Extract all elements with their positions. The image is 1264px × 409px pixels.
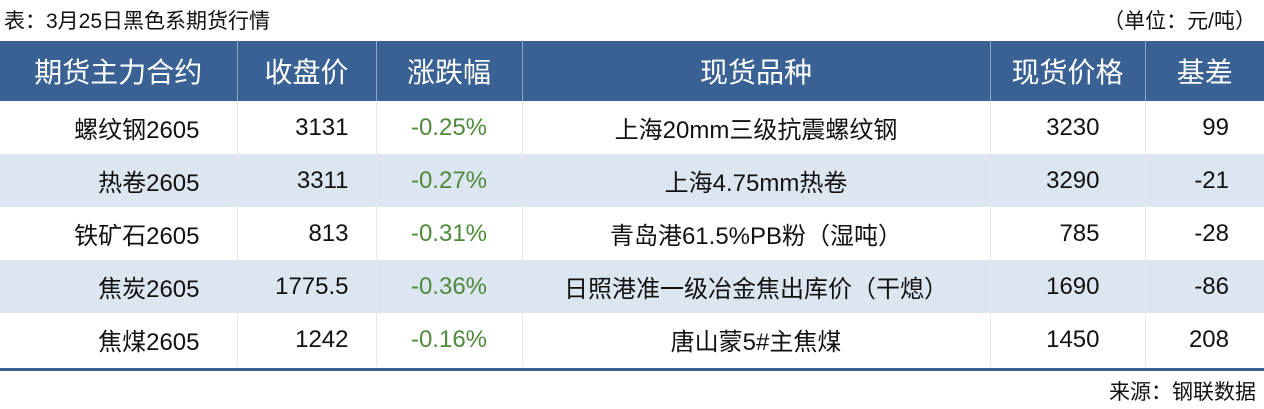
cell-spot-variety: 青岛港61.5%PB粉（湿吨） xyxy=(521,207,990,260)
cell-spot-variety: 上海4.75mm热卷 xyxy=(521,154,990,207)
cell-basis: -21 xyxy=(1144,154,1264,207)
table-title: 表：3月25日黑色系期货行情 xyxy=(4,10,271,33)
cell-basis: 99 xyxy=(1144,101,1264,154)
header-contract: 期货主力合约 xyxy=(0,41,237,101)
cell-spot-price: 3230 xyxy=(989,101,1145,154)
table-row: 焦煤2605 1242 -0.16% 唐山蒙5#主焦煤 1450 208 xyxy=(0,313,1264,366)
cell-contract: 热卷2605 xyxy=(0,154,237,207)
cell-change-pct: -0.31% xyxy=(375,207,522,260)
cell-close-price: 3311 xyxy=(236,154,376,207)
cell-change-pct: -0.25% xyxy=(375,101,522,154)
cell-basis: -28 xyxy=(1144,207,1264,260)
cell-close-price: 813 xyxy=(236,207,376,260)
header-spot-variety: 现货品种 xyxy=(521,41,990,101)
header-row: 期货主力合约 收盘价 涨跌幅 现货品种 现货价格 基差 xyxy=(0,41,1264,101)
cell-basis: 208 xyxy=(1144,313,1264,366)
unit-label: （单位：元/吨） xyxy=(1103,10,1256,33)
cell-spot-variety: 上海20mm三级抗震螺纹钢 xyxy=(521,101,990,154)
table-row: 焦炭2605 1775.5 -0.36% 日照港准一级冶金焦出库价（干熄） 1690 -8… xyxy=(0,260,1264,313)
cell-contract: 焦煤2605 xyxy=(98,329,200,356)
cell-contract: 铁矿石2605 xyxy=(74,223,200,250)
cell-spot-variety: 唐山蒙5#主焦煤 xyxy=(521,313,990,366)
cell-contract: 螺纹钢2605 xyxy=(74,117,200,144)
cell-close-price: 1775.5 xyxy=(236,260,376,313)
table-row: 螺纹钢2605 3131 -0.25% 上海20mm三级抗震螺纹钢 3230 99 xyxy=(0,101,1264,154)
header-change: 涨跌幅 xyxy=(375,41,522,101)
table-row: 铁矿石2605 813 -0.31% 青岛港61.5%PB粉（湿吨） 785 -28 xyxy=(0,207,1264,260)
bottom-rule xyxy=(0,368,1264,371)
cell-spot-variety: 日照港准一级冶金焦出库价（干熄） xyxy=(521,260,990,313)
cell-spot-price: 3290 xyxy=(989,154,1145,207)
cell-spot-price: 785 xyxy=(989,207,1145,260)
cell-basis: -86 xyxy=(1144,260,1264,313)
cell-contract: 焦炭2605 xyxy=(0,260,237,313)
header-spot-price: 现货价格 xyxy=(989,41,1145,101)
table-row: 热卷2605 3311 -0.27% 上海4.75mm热卷 3290 -21 xyxy=(0,154,1264,207)
cell-change-pct: -0.36% xyxy=(375,260,522,313)
header-basis: 基差 xyxy=(1144,41,1264,101)
cell-spot-price: 1450 xyxy=(989,313,1145,366)
cell-spot-price: 1690 xyxy=(989,260,1145,313)
cell-close-price: 3131 xyxy=(236,101,376,154)
futures-table: 期货主力合约 收盘价 涨跌幅 现货品种 现货价格 基差 螺纹钢2605 3131-… xyxy=(0,41,1264,366)
cell-change-pct: -0.27% xyxy=(375,154,522,207)
cell-close-price: 1242 xyxy=(236,313,376,366)
source-note: 来源：钢联数据 xyxy=(1109,381,1256,404)
cell-change-pct: -0.16% xyxy=(375,313,522,366)
header-close: 收盘价 xyxy=(236,41,376,101)
